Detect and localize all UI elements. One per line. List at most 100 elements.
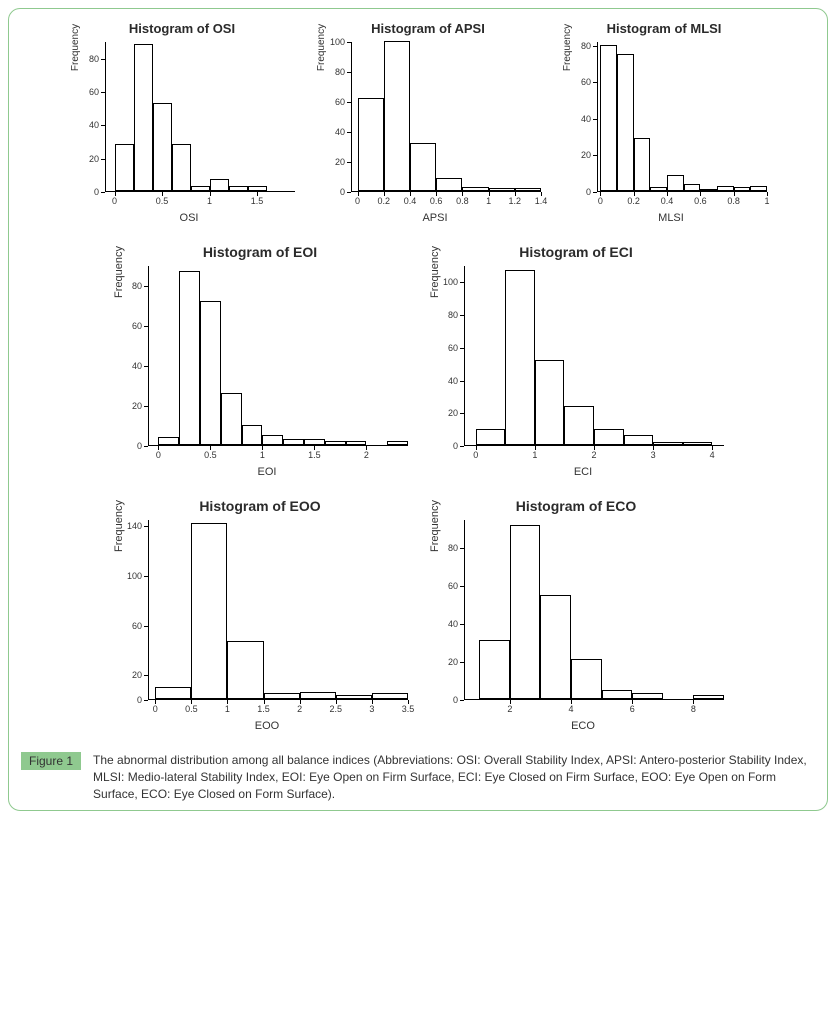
plot-apsi: 020406080100	[351, 42, 541, 192]
xtick-label: 0.2	[627, 196, 640, 206]
histogram-bar	[535, 360, 565, 445]
xtick-label: 1	[260, 450, 265, 460]
histogram-bar	[227, 641, 263, 699]
ytick-label: 80	[448, 310, 458, 320]
histogram-bar	[191, 523, 227, 699]
panel-eoi: Histogram of EOI Frequency 020406080 00.…	[112, 244, 408, 478]
histogram-bar	[387, 441, 408, 445]
xtick-label: 1.4	[535, 196, 548, 206]
histogram-bar	[617, 54, 634, 191]
histogram-bar	[179, 271, 200, 445]
histogram-bar	[229, 186, 248, 191]
xtick-label: 3.5	[402, 704, 415, 714]
xtick-label: 0.4	[661, 196, 674, 206]
ylabel-apsi: Frequency	[317, 24, 328, 71]
histogram-bar	[515, 188, 541, 191]
ytick-label: 40	[448, 376, 458, 386]
ytick-label: 60	[89, 87, 99, 97]
ytick-label: 20	[89, 154, 99, 164]
xlabel-eci: ECI	[574, 466, 592, 478]
xlabel-osi: OSI	[180, 212, 199, 224]
ytick-label: 80	[581, 41, 591, 51]
histogram-bar	[683, 442, 713, 445]
xtick-label: 3	[369, 704, 374, 714]
xtick-label: 1	[764, 196, 769, 206]
histogram-bar	[600, 45, 617, 191]
ytick-label: 60	[132, 621, 142, 631]
histogram-bar	[540, 595, 571, 699]
ytick-label: 80	[335, 67, 345, 77]
xlabel-mlsi: MLSI	[658, 212, 684, 224]
xlabel-eoo: EOO	[255, 720, 279, 732]
histogram-bar	[650, 187, 667, 191]
histogram-bar	[221, 393, 242, 445]
histogram-bar	[115, 144, 134, 191]
xtick-label: 1	[486, 196, 491, 206]
xtick-label: 2	[297, 704, 302, 714]
histogram-bar	[283, 439, 304, 445]
histogram-bar	[384, 41, 410, 191]
xtick-label: 6	[630, 704, 635, 714]
xtick-label: 1.5	[257, 704, 270, 714]
histogram-bar	[358, 98, 384, 191]
title-apsi: Histogram of APSI	[371, 21, 485, 36]
histogram-bar	[684, 184, 701, 191]
ytick-label: 20	[581, 150, 591, 160]
xlabel-apsi: APSI	[422, 212, 447, 224]
xtick-label: 8	[691, 704, 696, 714]
plot-eoo: 02060100140	[148, 520, 408, 700]
histogram-bar	[158, 437, 179, 445]
ytick-label: 40	[448, 619, 458, 629]
histogram-bar	[602, 690, 633, 699]
xtick-label: 0.6	[430, 196, 443, 206]
ylabel-mlsi: Frequency	[563, 24, 574, 71]
panel-mlsi: Histogram of MLSI Frequency 020406080 00…	[561, 21, 767, 224]
xtick-label: 1.5	[251, 196, 264, 206]
ytick-label: 20	[448, 408, 458, 418]
xtick-label: 0	[355, 196, 360, 206]
xtick-label: 0.6	[694, 196, 707, 206]
plot-eci: 020406080100	[464, 266, 724, 446]
xtick-label: 0	[112, 196, 117, 206]
title-eoi: Histogram of EOI	[203, 244, 317, 260]
ytick-label: 80	[448, 543, 458, 553]
xlabel-eoi: EOI	[258, 466, 277, 478]
xtick-label: 4	[710, 450, 715, 460]
plot-eco: 020406080	[464, 520, 724, 700]
histogram-bar	[248, 186, 267, 191]
histogram-bar	[336, 695, 372, 699]
xtick-label: 1.2	[509, 196, 522, 206]
ylabel-eoo: Frequency	[113, 500, 125, 552]
xtick-label: 0	[598, 196, 603, 206]
ytick-label: 80	[89, 54, 99, 64]
figure-container: Histogram of OSI Frequency 020406080 00.…	[8, 8, 828, 811]
figure-label-badge: Figure 1	[21, 752, 81, 770]
histogram-bar	[346, 441, 367, 445]
histogram-bar	[300, 692, 336, 699]
ytick-label: 140	[127, 521, 142, 531]
panel-eci: Histogram of ECI Frequency 020406080100 …	[428, 244, 724, 478]
ytick-label: 20	[448, 657, 458, 667]
histogram-bar	[372, 693, 408, 699]
xtick-label: 0.5	[185, 704, 198, 714]
row-3: Histogram of EOO Frequency 02060100140 0…	[21, 498, 815, 732]
histogram-bar	[634, 138, 651, 191]
xtick-label: 0.5	[204, 450, 217, 460]
histogram-bar	[200, 301, 221, 445]
ytick-label: 80	[132, 281, 142, 291]
histogram-bar	[489, 188, 515, 191]
histogram-bar	[750, 186, 767, 191]
title-eco: Histogram of ECO	[516, 498, 637, 514]
ytick-label: 40	[89, 120, 99, 130]
ytick-label: 60	[448, 343, 458, 353]
histogram-bar	[700, 189, 717, 191]
panel-apsi: Histogram of APSI Frequency 020406080100…	[315, 21, 541, 224]
ytick-label: 0	[94, 187, 99, 197]
xtick-label: 0.8	[456, 196, 469, 206]
xtick-label: 0	[473, 450, 478, 460]
panel-eoo: Histogram of EOO Frequency 02060100140 0…	[112, 498, 408, 732]
row-1: Histogram of OSI Frequency 020406080 00.…	[21, 21, 815, 224]
histogram-bar	[153, 103, 172, 191]
xtick-label: 0	[153, 704, 158, 714]
histogram-bar	[134, 44, 153, 191]
